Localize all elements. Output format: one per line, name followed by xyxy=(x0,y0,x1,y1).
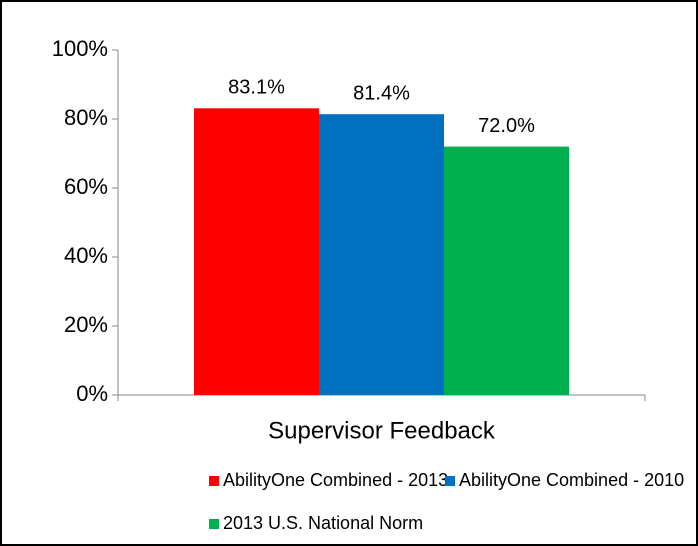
bar xyxy=(444,146,569,395)
bar xyxy=(319,114,444,396)
data-label: 83.1% xyxy=(228,77,285,99)
y-tick-label: 20% xyxy=(64,312,108,337)
data-label: 81.4% xyxy=(353,82,410,104)
y-tick-label: 100% xyxy=(52,36,108,61)
bar xyxy=(194,108,319,396)
y-tick-label: 80% xyxy=(64,105,108,130)
legend-label: 2013 U.S. National Norm xyxy=(223,513,423,533)
legend-swatch xyxy=(445,476,455,486)
data-label: 72.0% xyxy=(478,115,535,137)
x-tick-label: Supervisor Feedback xyxy=(268,417,496,444)
y-tick-label: 60% xyxy=(64,174,108,199)
legend-swatch xyxy=(209,519,219,529)
legend-label: AbilityOne Combined - 2010 xyxy=(459,470,684,490)
y-tick-label: 0% xyxy=(76,381,108,406)
legend-swatch xyxy=(209,476,219,486)
y-tick-label: 40% xyxy=(64,243,108,268)
legend-label: AbilityOne Combined - 2013 xyxy=(223,470,448,490)
